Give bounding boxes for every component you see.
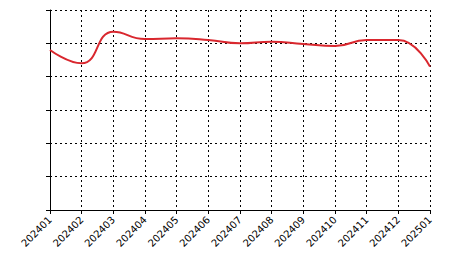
svg-text:202403: 202403 [82, 214, 117, 249]
svg-text:202404: 202404 [114, 214, 149, 249]
svg-text:202501: 202501 [399, 214, 434, 249]
svg-text:202412: 202412 [367, 214, 402, 249]
svg-text:202401: 202401 [19, 214, 54, 249]
svg-text:202411: 202411 [336, 214, 371, 249]
svg-text:202408: 202408 [241, 214, 276, 249]
svg-text:202409: 202409 [272, 214, 307, 249]
svg-text:202407: 202407 [209, 214, 244, 249]
svg-text:202405: 202405 [146, 214, 181, 249]
svg-text:202406: 202406 [177, 214, 212, 249]
svg-text:202402: 202402 [51, 214, 86, 249]
svg-text:202410: 202410 [304, 214, 339, 249]
